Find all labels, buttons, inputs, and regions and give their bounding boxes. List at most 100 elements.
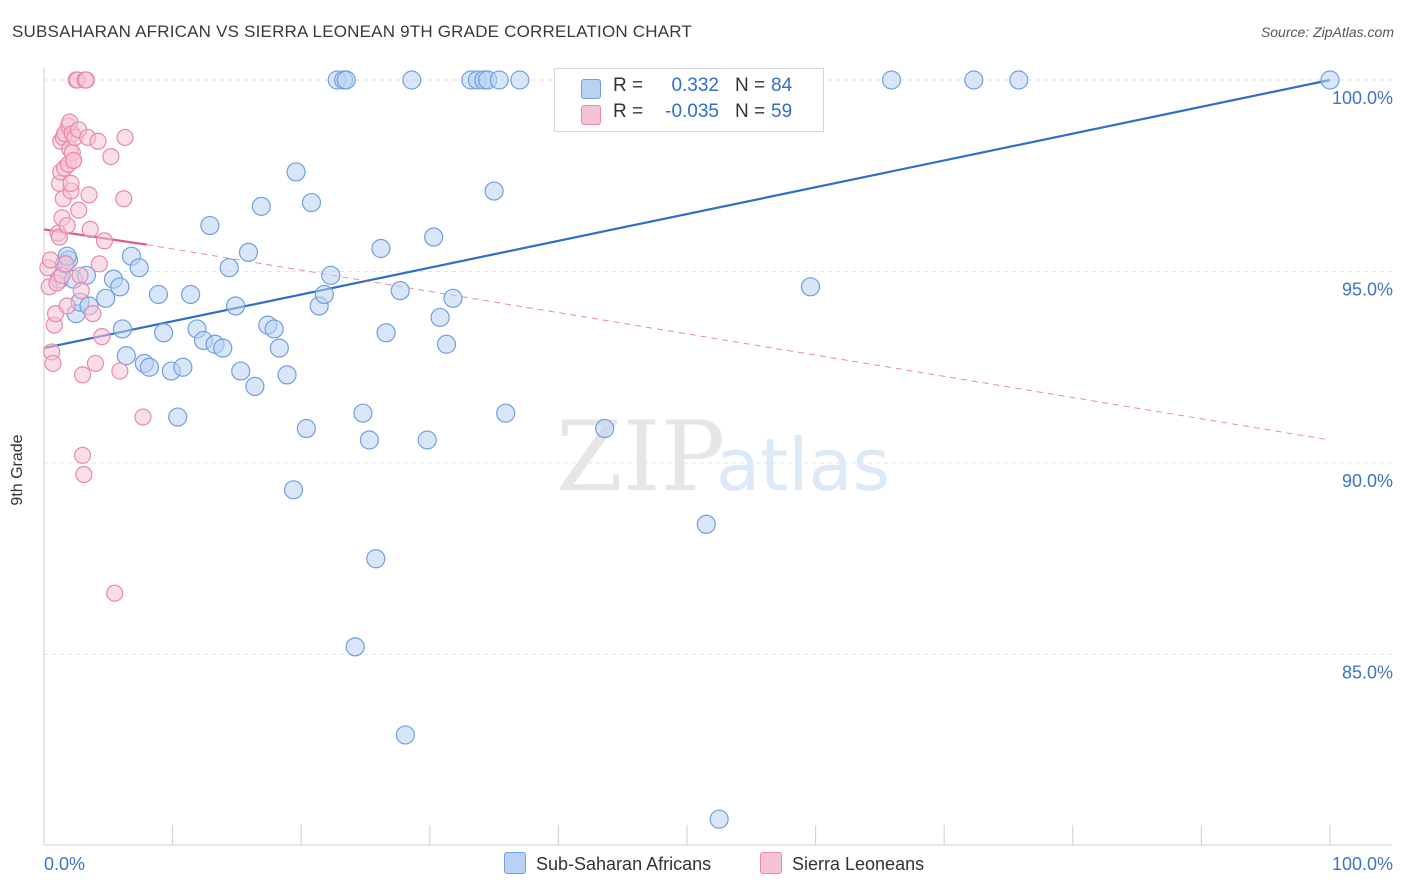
legend-label-sierra-leonean: Sierra Leoneans — [792, 854, 925, 874]
point-subsaharan — [219, 258, 239, 278]
point-sierra-leonean — [44, 354, 62, 373]
point-subsaharan — [116, 346, 136, 366]
point-subsaharan — [245, 376, 265, 396]
point-sierra-leonean — [72, 282, 90, 300]
point-sierra-leonean — [95, 232, 114, 250]
y-tick-label: 85.0% — [1342, 663, 1393, 683]
point-subsaharan — [96, 288, 116, 308]
x-tick-label: 0.0% — [44, 854, 85, 874]
stats-swatch-subsaharan — [581, 79, 601, 99]
point-subsaharan — [238, 242, 259, 262]
source-label: Source: ZipAtlas.com — [1260, 24, 1394, 40]
legend-item-sierra-leonean[interactable]: Sierra Leoneans — [760, 852, 924, 876]
watermark-zip: ZIP — [556, 401, 725, 513]
point-subsaharan — [359, 430, 379, 450]
point-subsaharan — [314, 284, 334, 305]
point-subsaharan — [353, 403, 373, 423]
point-subsaharan — [800, 277, 821, 297]
point-subsaharan — [264, 319, 284, 339]
stats-n-value: 84 — [771, 75, 793, 96]
point-sierra-leonean — [84, 305, 102, 323]
point-sierra-leonean — [58, 297, 76, 315]
point-subsaharan — [696, 514, 716, 534]
point-sierra-leonean — [75, 465, 93, 484]
point-subsaharan — [129, 258, 149, 278]
point-subsaharan — [417, 430, 437, 450]
point-subsaharan — [709, 809, 729, 829]
x-tick-label: 100.0% — [1332, 854, 1393, 874]
point-subsaharan — [168, 407, 188, 427]
point-subsaharan — [226, 296, 246, 316]
trend-lines — [43, 78, 1331, 441]
point-subsaharan — [269, 338, 289, 358]
point-subsaharan — [112, 319, 133, 339]
point-subsaharan — [345, 637, 365, 657]
point-sierra-leonean — [89, 132, 107, 150]
point-sierra-leonean — [71, 266, 89, 284]
point-subsaharan — [390, 281, 410, 301]
point-subsaharan — [321, 265, 341, 285]
point-subsaharan — [366, 549, 386, 569]
legend-label-subsaharan: Sub-Saharan Africans — [536, 854, 712, 874]
point-subsaharan — [402, 70, 422, 90]
y-tick-label: 100.0% — [1332, 88, 1393, 108]
point-sierra-leonean — [116, 128, 134, 147]
point-sierra-leonean — [102, 148, 120, 166]
stats-r-value: 0.332 — [671, 75, 719, 96]
point-subsaharan — [436, 334, 457, 354]
axes — [43, 68, 1392, 846]
point-subsaharan — [153, 323, 174, 343]
trend-line-subsaharan — [43, 78, 1331, 350]
point-subsaharan — [181, 284, 201, 305]
point-subsaharan — [881, 70, 902, 90]
trend-extension-sierra-leonean — [146, 244, 1331, 441]
point-subsaharan — [200, 215, 220, 236]
stats-swatch-sierra-leonean — [581, 105, 601, 125]
watermark: ZIP atlas — [556, 401, 890, 513]
point-sierra-leonean — [73, 366, 92, 384]
point-subsaharan — [231, 361, 251, 381]
point-sierra-leonean — [70, 201, 88, 219]
point-sierra-leonean — [58, 216, 76, 235]
legend-swatch-sierra-leonean — [760, 852, 782, 874]
point-subsaharan — [277, 365, 297, 385]
stats-r-label: R = — [613, 75, 644, 96]
point-sierra-leonean — [86, 354, 105, 373]
point-subsaharan — [110, 277, 130, 297]
point-sierra-leonean — [106, 584, 124, 602]
stats-n-label: N = — [735, 75, 766, 96]
stats-box: R = 0.332 N = 84 R = -0.035 N = 59 — [554, 68, 824, 132]
stats-n-label: N = — [735, 101, 766, 122]
point-sierra-leonean — [64, 151, 83, 170]
point-subsaharan — [173, 357, 193, 377]
tick-labels: 100.0% 95.0% 90.0% 85.0% 0.0% 100.0% — [44, 88, 1393, 874]
chart-title: SUBSAHARAN AFRICAN VS SIERRA LEONEAN 9TH… — [12, 22, 693, 41]
point-sierra-leonean — [90, 255, 108, 273]
point-sierra-leonean — [81, 220, 99, 238]
point-subsaharan — [148, 284, 169, 305]
point-subsaharan — [251, 196, 271, 216]
point-subsaharan — [424, 227, 444, 247]
point-subsaharan — [376, 323, 396, 343]
point-subsaharan — [371, 238, 391, 259]
point-sierra-leonean — [62, 174, 80, 193]
point-subsaharan — [301, 192, 322, 213]
y-tick-label: 95.0% — [1342, 280, 1393, 300]
point-subsaharan — [443, 288, 463, 308]
point-subsaharan — [964, 70, 984, 90]
point-sierra-leonean — [134, 408, 152, 426]
point-subsaharan — [336, 70, 356, 90]
legend-item-subsaharan[interactable]: Sub-Saharan Africans — [504, 852, 711, 876]
point-sierra-leonean — [111, 362, 129, 380]
point-subsaharan — [496, 403, 516, 423]
legend-swatch-subsaharan — [504, 852, 526, 874]
stats-n-value: 59 — [771, 101, 793, 122]
point-sierra-leonean — [77, 71, 96, 89]
point-subsaharan — [489, 70, 509, 90]
y-tick-label: 90.0% — [1342, 471, 1393, 491]
point-sierra-leonean — [73, 446, 92, 464]
watermark-atlas: atlas — [716, 423, 890, 507]
point-subsaharan — [395, 725, 415, 745]
point-subsaharan — [139, 357, 160, 377]
